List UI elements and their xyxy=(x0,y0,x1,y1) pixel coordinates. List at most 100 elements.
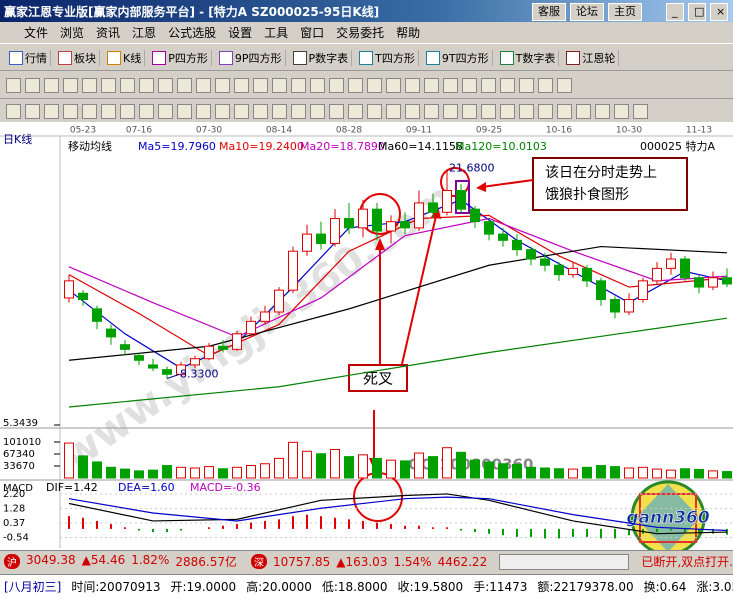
icon-button[interactable] xyxy=(386,77,401,93)
volume-bar xyxy=(596,465,606,479)
icon-button[interactable] xyxy=(101,77,116,93)
icon-button[interactable] xyxy=(329,77,344,93)
toolbar-button[interactable]: T四方形 xyxy=(356,49,419,66)
icon-button[interactable] xyxy=(500,103,515,119)
toolbar-button[interactable]: P数字表 xyxy=(290,49,353,66)
toolbar-button[interactable]: P四方形 xyxy=(149,49,212,66)
toolbar-button[interactable]: 板块 xyxy=(55,49,100,66)
toolbar-button[interactable]: K线 xyxy=(104,49,146,66)
icon-button[interactable] xyxy=(158,77,173,93)
toolbar-button[interactable]: T数字表 xyxy=(497,49,560,66)
icon-button[interactable] xyxy=(120,103,135,119)
menu-item[interactable]: 公式选股 xyxy=(168,26,217,40)
toolbar-button[interactable]: 9T四方形 xyxy=(423,49,493,66)
icon-button[interactable] xyxy=(63,77,78,93)
icon-button[interactable] xyxy=(158,103,173,119)
icon-button[interactable] xyxy=(6,77,21,93)
title-link-button[interactable]: 论坛 xyxy=(570,3,604,21)
candle-body xyxy=(106,328,116,338)
icon-button[interactable] xyxy=(310,77,325,93)
icon-button[interactable] xyxy=(367,103,382,119)
icon-button[interactable] xyxy=(633,103,648,119)
title-link-button[interactable]: 客服 xyxy=(532,3,566,21)
icon-button[interactable] xyxy=(234,103,249,119)
icon-button[interactable] xyxy=(329,103,344,119)
volume-bar xyxy=(610,466,620,479)
icon-button[interactable] xyxy=(538,103,553,119)
title-link-button[interactable]: 主页 xyxy=(608,3,642,21)
icon-button[interactable] xyxy=(253,103,268,119)
icon-button[interactable] xyxy=(177,77,192,93)
icon-button[interactable] xyxy=(44,77,59,93)
icon-button[interactable] xyxy=(595,103,610,119)
connection-status[interactable]: 已断开,双点打开. xyxy=(641,555,733,569)
y-tick-label: 67340 xyxy=(3,449,35,460)
menu-item[interactable]: 交易委托 xyxy=(336,26,385,40)
icon-button[interactable] xyxy=(272,77,287,93)
menu-item[interactable]: 工具 xyxy=(264,26,289,40)
icon-button[interactable] xyxy=(82,77,97,93)
icon-button[interactable] xyxy=(500,77,515,93)
icon-button[interactable] xyxy=(215,103,230,119)
icon-button[interactable] xyxy=(272,103,287,119)
menu-item[interactable]: 浏览 xyxy=(60,26,85,40)
icon-button[interactable] xyxy=(557,103,572,119)
icon-button[interactable] xyxy=(25,103,40,119)
icon-button[interactable] xyxy=(443,103,458,119)
maximize-button[interactable]: □ xyxy=(688,3,706,21)
volume-bar xyxy=(92,461,102,479)
icon-button[interactable] xyxy=(291,103,306,119)
icon-button[interactable] xyxy=(538,77,553,93)
icon-button[interactable] xyxy=(424,77,439,93)
icon-button[interactable] xyxy=(557,77,572,93)
icon-button[interactable] xyxy=(120,77,135,93)
minimize-button[interactable]: _ xyxy=(666,3,684,21)
scrollbar[interactable] xyxy=(499,553,630,570)
candle-body xyxy=(526,249,536,260)
logo-square xyxy=(639,493,697,543)
icon-button[interactable] xyxy=(367,77,382,93)
close-button[interactable]: × xyxy=(710,3,728,21)
menu-item[interactable]: 帮助 xyxy=(396,26,421,40)
icon-button[interactable] xyxy=(101,103,116,119)
icon-button[interactable] xyxy=(462,77,477,93)
icon-button[interactable] xyxy=(462,103,477,119)
icon-button[interactable] xyxy=(386,103,401,119)
icon-button[interactable] xyxy=(196,103,211,119)
icon-button[interactable] xyxy=(6,103,21,119)
icon-button[interactable] xyxy=(253,77,268,93)
icon-button[interactable] xyxy=(25,77,40,93)
icon-button[interactable] xyxy=(348,103,363,119)
toolbar-button[interactable]: 9P四方形 xyxy=(216,49,286,66)
menu-item[interactable]: 设置 xyxy=(228,26,253,40)
icon-button[interactable] xyxy=(481,103,496,119)
icon-button[interactable] xyxy=(196,77,211,93)
icon-button[interactable] xyxy=(82,103,97,119)
icon-button[interactable] xyxy=(348,77,363,93)
menu-item[interactable]: 窗口 xyxy=(300,26,325,40)
candle-body xyxy=(162,369,172,375)
icon-button[interactable] xyxy=(405,103,420,119)
menu-item[interactable]: 江恩 xyxy=(132,26,157,40)
icon-button[interactable] xyxy=(614,103,629,119)
icon-button[interactable] xyxy=(310,103,325,119)
icon-button[interactable] xyxy=(234,77,249,93)
icon-button[interactable] xyxy=(177,103,192,119)
icon-button[interactable] xyxy=(405,77,420,93)
icon-button[interactable] xyxy=(519,77,534,93)
icon-button[interactable] xyxy=(519,103,534,119)
menu-item[interactable]: 文件 xyxy=(24,26,49,40)
icon-button[interactable] xyxy=(576,103,591,119)
icon-button[interactable] xyxy=(139,77,154,93)
icon-button[interactable] xyxy=(215,77,230,93)
icon-button[interactable] xyxy=(291,77,306,93)
menu-item[interactable]: 资讯 xyxy=(96,26,121,40)
icon-button[interactable] xyxy=(44,103,59,119)
icon-button[interactable] xyxy=(63,103,78,119)
icon-button[interactable] xyxy=(443,77,458,93)
toolbar-button[interactable]: 行情 xyxy=(6,49,51,66)
icon-button[interactable] xyxy=(481,77,496,93)
icon-button[interactable] xyxy=(424,103,439,119)
toolbar-button[interactable]: 江恩轮 xyxy=(563,49,620,66)
icon-button[interactable] xyxy=(139,103,154,119)
